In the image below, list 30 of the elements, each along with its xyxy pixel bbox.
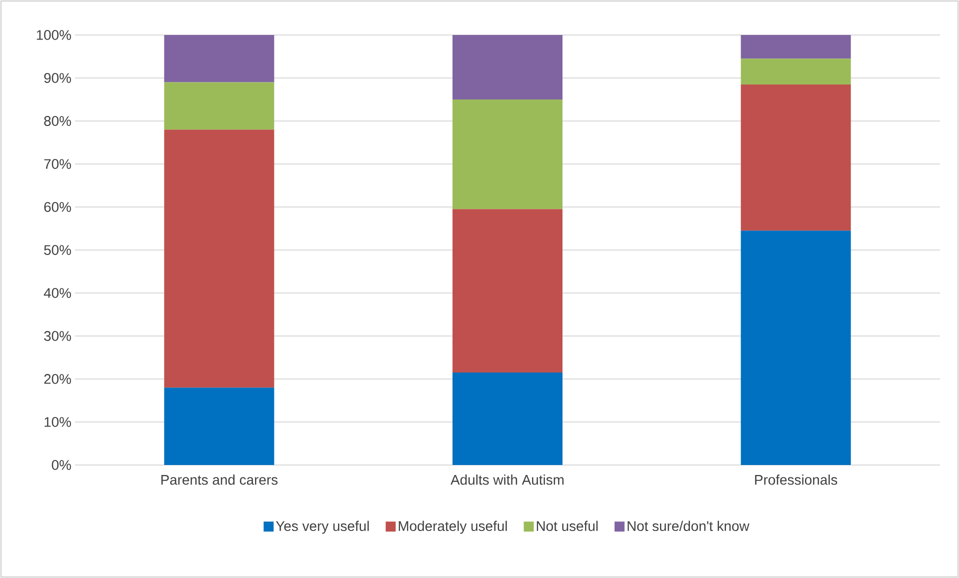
bar [740,34,851,59]
x-tick-label: Adults with Autism [450,474,564,485]
legend-label: Moderately useful [398,520,507,534]
bar [740,230,851,465]
bar [452,34,563,100]
y-tick-label: 0% [52,460,71,470]
y-tick-label: 20% [44,374,71,384]
bar [452,209,563,373]
bar [740,84,851,231]
y-tick-label: 70% [44,159,71,169]
x-tick-label: Professionals [755,474,838,485]
bar [740,58,851,84]
bar [452,99,563,210]
y-tick-label: 10% [44,417,71,427]
y-tick-label: 90% [44,73,71,83]
y-tick-label: 60% [44,202,71,212]
bar [164,388,274,465]
bar [452,372,563,465]
y-tick-label: 40% [44,288,71,298]
legend-label: Yes very useful [276,520,369,534]
y-tick-label: 100% [36,30,71,40]
y-tick-label: 50% [44,245,71,255]
bar [164,34,274,82]
y-tick-label: 30% [44,331,71,341]
legend-label: Not useful [536,520,598,532]
bar [164,82,274,130]
legend-label: Not sure/don't know [628,520,750,532]
bar [164,130,274,388]
y-tick-label: 80% [44,116,71,126]
x-tick-label: Parents and carers [161,474,278,485]
